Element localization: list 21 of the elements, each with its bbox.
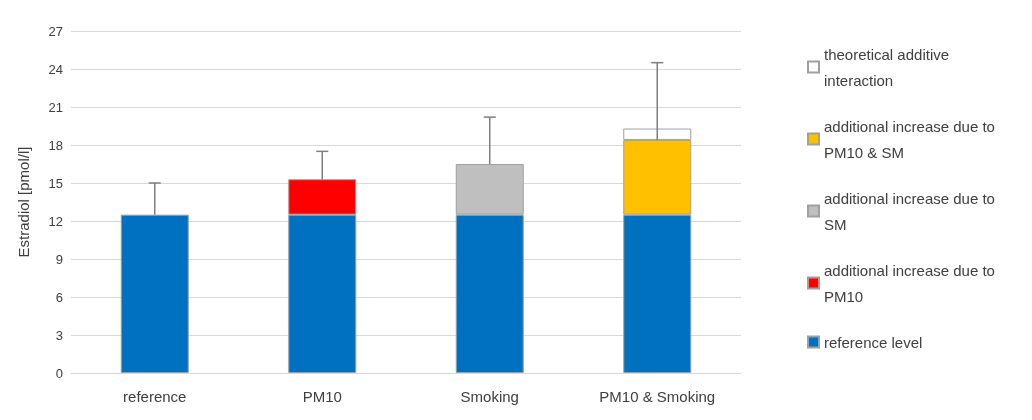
- y-tick-label: 21: [48, 99, 63, 115]
- y-tick-label: 3: [55, 327, 63, 343]
- y-tick-label: 0: [55, 365, 63, 381]
- legend-label: additional increase due to SM: [824, 189, 1000, 233]
- x-tick-label: PM10: [302, 388, 342, 405]
- legend-label: reference level: [824, 333, 923, 351]
- y-tick-label: 18: [48, 137, 63, 153]
- y-tick-label: 24: [48, 61, 63, 77]
- y-axis-title: Estradiol [pmol/l]: [15, 146, 32, 258]
- bar: [120, 214, 189, 373]
- y-tick-label: 27: [48, 23, 63, 39]
- y-tick-label: 15: [48, 175, 63, 191]
- y-tick-label: 9: [55, 251, 63, 267]
- legend-label: additional increase due to PM10 & SM: [824, 117, 1000, 161]
- y-tick-label: 6: [55, 289, 63, 305]
- x-tick-label: reference: [123, 388, 187, 405]
- y-tick-label: 12: [48, 213, 63, 229]
- legend-label: theoretical additive interaction: [824, 45, 954, 89]
- x-tick-label: PM10 & Smoking: [599, 388, 716, 405]
- legend-label: additional increase due to PM10: [824, 261, 1000, 305]
- x-tick-label: Smoking: [460, 388, 519, 405]
